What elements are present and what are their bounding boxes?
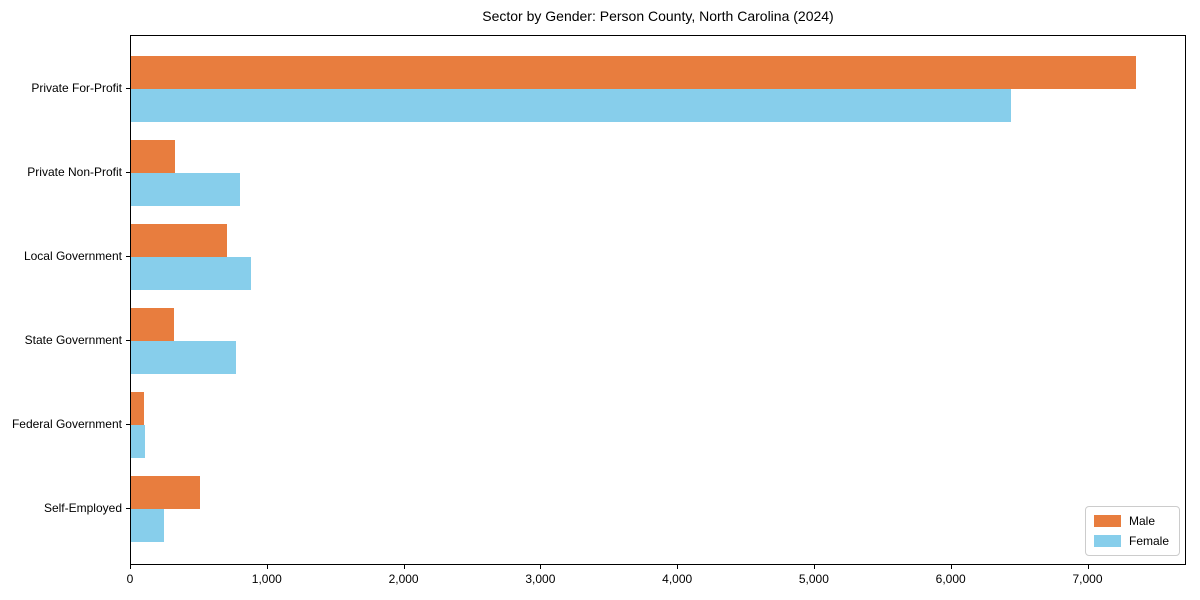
x-tick-label-0: 0	[126, 572, 134, 586]
legend-entry-male: Male	[1093, 514, 1169, 528]
bar-female-private-for-profit	[131, 89, 1011, 122]
x-tick-label-3000: 3,000	[525, 572, 556, 586]
x-tick-mark	[1087, 565, 1089, 569]
legend-label-female: Female	[1128, 534, 1169, 548]
legend-entry-female: Female	[1093, 534, 1169, 548]
y-tick-label-private-for-profit: Private For-Profit	[31, 81, 122, 95]
bar-female-self-employed	[131, 509, 164, 542]
y-tick-mark	[126, 256, 130, 257]
x-tick-label-5000: 5,000	[798, 572, 829, 586]
bar-female-state-government	[131, 341, 237, 374]
y-tick-mark	[126, 424, 130, 425]
y-tick-label-private-non-profit: Private Non-Profit	[27, 165, 122, 179]
chart-title: Sector by Gender: Person County, North C…	[482, 8, 834, 24]
bar-male-state-government	[131, 308, 175, 341]
x-tick-mark	[950, 565, 952, 569]
y-tick-mark	[126, 172, 130, 173]
female-series-swatch-icon	[1093, 535, 1121, 547]
x-tick-mark	[403, 565, 405, 569]
y-tick-mark	[126, 508, 130, 509]
bar-female-local-government	[131, 257, 252, 290]
bar-male-private-for-profit	[131, 56, 1137, 89]
x-tick-mark	[540, 565, 542, 569]
bar-male-private-non-profit	[131, 140, 175, 173]
male-series-swatch-icon	[1093, 515, 1121, 527]
x-tick-mark	[677, 565, 679, 569]
y-tick-label-self-employed: Self-Employed	[43, 501, 122, 515]
bar-male-local-government	[131, 224, 227, 257]
x-tick-mark	[813, 565, 815, 569]
y-tick-mark	[126, 340, 130, 341]
x-tick-label-4000: 4,000	[662, 572, 693, 586]
bar-male-self-employed	[131, 476, 201, 509]
bar-female-private-non-profit	[131, 173, 241, 206]
x-tick-label-7000: 7,000	[1072, 572, 1103, 586]
x-tick-label-2000: 2,000	[388, 572, 419, 586]
x-tick-mark	[266, 565, 268, 569]
legend: Male Female	[1084, 506, 1180, 556]
x-tick-label-6000: 6,000	[935, 572, 966, 586]
y-tick-label-federal-government: Federal Government	[11, 417, 122, 431]
y-tick-label-state-government: State Government	[24, 333, 122, 347]
y-tick-mark	[126, 88, 130, 89]
bar-male-federal-government	[131, 392, 144, 425]
x-tick-mark	[130, 565, 131, 569]
bar-female-federal-government	[131, 425, 146, 458]
x-tick-label-1000: 1,000	[251, 572, 282, 586]
plot-area: Male Female	[130, 35, 1186, 565]
legend-label-male: Male	[1128, 514, 1155, 528]
y-tick-label-local-government: Local Government	[23, 249, 122, 263]
